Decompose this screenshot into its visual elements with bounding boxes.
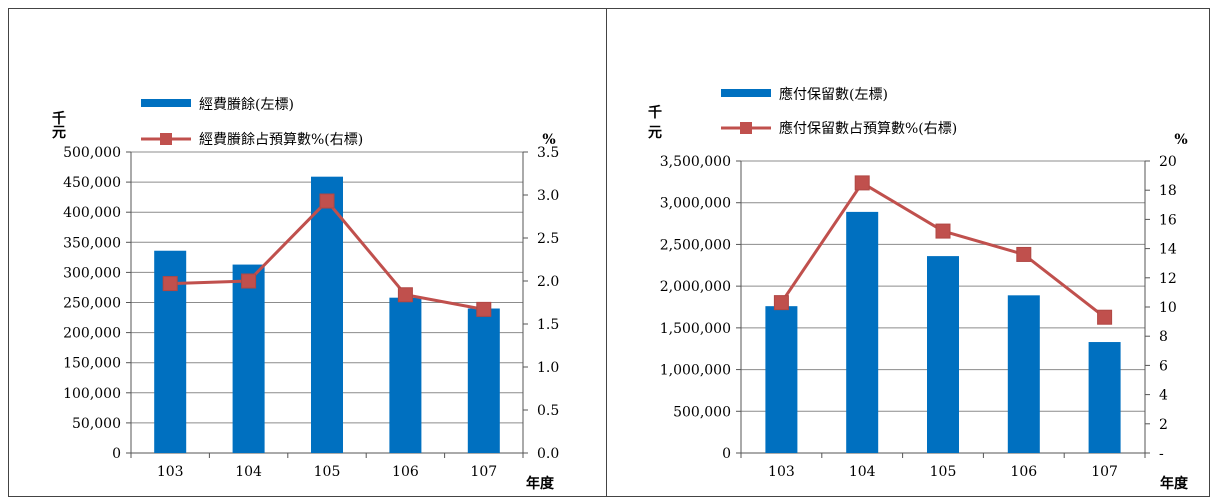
- x-tick-label: 106: [1010, 464, 1037, 480]
- y-left-tick-label: 100,000: [63, 386, 121, 402]
- y-right-unit: %: [1174, 132, 1187, 148]
- y-right-tick-label: 16: [1159, 212, 1177, 228]
- bar: [232, 264, 265, 453]
- y-right-tick-label: 18: [1159, 183, 1177, 199]
- y-right-unit: %: [542, 132, 555, 148]
- y-right-tick-label: 8: [1159, 329, 1168, 345]
- y-left-unit-line1: 千: [52, 110, 66, 127]
- bar: [1088, 342, 1121, 453]
- x-tick-label: 107: [1091, 464, 1118, 480]
- y-right-tick-label: 20: [1159, 154, 1177, 170]
- y-left-tick-label: 1,500,000: [660, 321, 731, 337]
- y-right-tick-label: 0.0: [537, 446, 559, 462]
- y-right-tick-label: 2.5: [537, 231, 559, 247]
- line-marker: [319, 193, 335, 209]
- y-left-tick-label: 2,000,000: [660, 279, 731, 295]
- x-tick-label: 104: [235, 464, 262, 480]
- x-tick-label: 103: [157, 464, 184, 480]
- y-right-tick-label: 1.5: [537, 317, 559, 333]
- y-left-tick-label: 350,000: [63, 235, 121, 251]
- y-left-tick-label: 0: [722, 446, 731, 462]
- y-right-tick-label: 14: [1159, 242, 1177, 258]
- x-tick-label: 104: [849, 464, 876, 480]
- y-left-tick-label: 0: [112, 446, 121, 462]
- y-right-tick-label: 3.0: [537, 188, 559, 204]
- x-axis-title: 年度: [526, 475, 555, 492]
- y-left-unit-line1: 千: [648, 104, 662, 121]
- legend-line-marker: [740, 122, 752, 134]
- chart-panel-right: 0 500,000 1,000,000 1,500,000 2,000,000 2,500…: [606, 8, 1210, 497]
- y-left-tick-label: 150,000: [63, 356, 121, 372]
- bar: [927, 256, 959, 453]
- y-left-tick-label: 400,000: [63, 205, 121, 221]
- x-tick-label: 107: [470, 464, 497, 480]
- line-marker: [476, 301, 492, 317]
- y-left-tick-label: 50,000: [72, 416, 121, 432]
- y-left-tick-label: 500,000: [63, 145, 121, 161]
- chart-panel-left: 0 50,000 100,000 150,000 200,000 250,000 300,0…: [8, 8, 608, 497]
- x-axis-title: 年度: [1160, 475, 1189, 492]
- line-marker: [241, 273, 257, 289]
- legend-bar-swatch: [721, 89, 771, 97]
- bar: [467, 308, 500, 453]
- y-right-tick-label: 10: [1159, 300, 1177, 316]
- bar: [311, 176, 343, 453]
- y-right-tick-label: 4: [1159, 388, 1168, 404]
- legend-line-label: 經費賸餘占預算數%(右標): [199, 131, 363, 148]
- bar: [846, 211, 879, 453]
- y-left-tick-label: 450,000: [63, 175, 121, 191]
- line-marker: [162, 276, 178, 292]
- y-right-tick-label: -: [1159, 446, 1164, 462]
- y-left-tick-label: 3,000,000: [660, 196, 731, 212]
- y-left-tick-label: 300,000: [63, 265, 121, 281]
- y-right-tick-label: 12: [1159, 271, 1177, 287]
- y-left-tick-label: 2,500,000: [660, 237, 731, 253]
- y-right-tick-label: 0.5: [537, 403, 559, 419]
- chart-left-svg: 0 50,000 100,000 150,000 200,000 250,000 300,0…: [52, 96, 559, 492]
- x-tick-label: 103: [768, 464, 795, 480]
- line-marker: [1097, 309, 1113, 325]
- bar: [765, 306, 798, 453]
- line-marker: [773, 295, 789, 311]
- y-left-tick-label: 250,000: [63, 296, 121, 312]
- x-tick-label: 105: [314, 464, 341, 480]
- line-marker: [935, 223, 951, 239]
- y-left-unit-line2: 元: [648, 125, 662, 141]
- y-left-tick-label: 200,000: [63, 326, 121, 342]
- line-marker: [854, 175, 870, 191]
- y-right-tick-label: 2: [1159, 417, 1168, 433]
- y-left-tick-label: 1,000,000: [660, 363, 731, 379]
- x-tick-label: 105: [930, 464, 957, 480]
- y-left-unit-line2: 元: [52, 125, 66, 141]
- line-marker: [1016, 246, 1032, 262]
- chart-right-svg: 0 500,000 1,000,000 1,500,000 2,000,000 2,500…: [648, 86, 1189, 492]
- x-tick-label: 106: [392, 464, 419, 480]
- y-right-tick-label: 1.0: [537, 360, 559, 376]
- legend-bar-swatch: [141, 99, 191, 107]
- legend-line-marker: [160, 133, 172, 145]
- legend-bar-label: 經費賸餘(左標): [199, 96, 294, 113]
- bar: [1007, 295, 1040, 453]
- bar: [389, 297, 422, 453]
- legend-line-label: 應付保留數占預算數%(右標): [779, 120, 957, 137]
- y-right-tick-label: 6: [1159, 358, 1168, 374]
- y-left-tick-label: 3,500,000: [660, 154, 731, 170]
- legend-bar-label: 應付保留數(左標): [779, 86, 888, 103]
- line-marker: [397, 287, 413, 303]
- y-right-tick-label: 3.5: [537, 145, 559, 161]
- y-left-tick-label: 500,000: [673, 404, 731, 420]
- y-right-tick-label: 2.0: [537, 274, 559, 290]
